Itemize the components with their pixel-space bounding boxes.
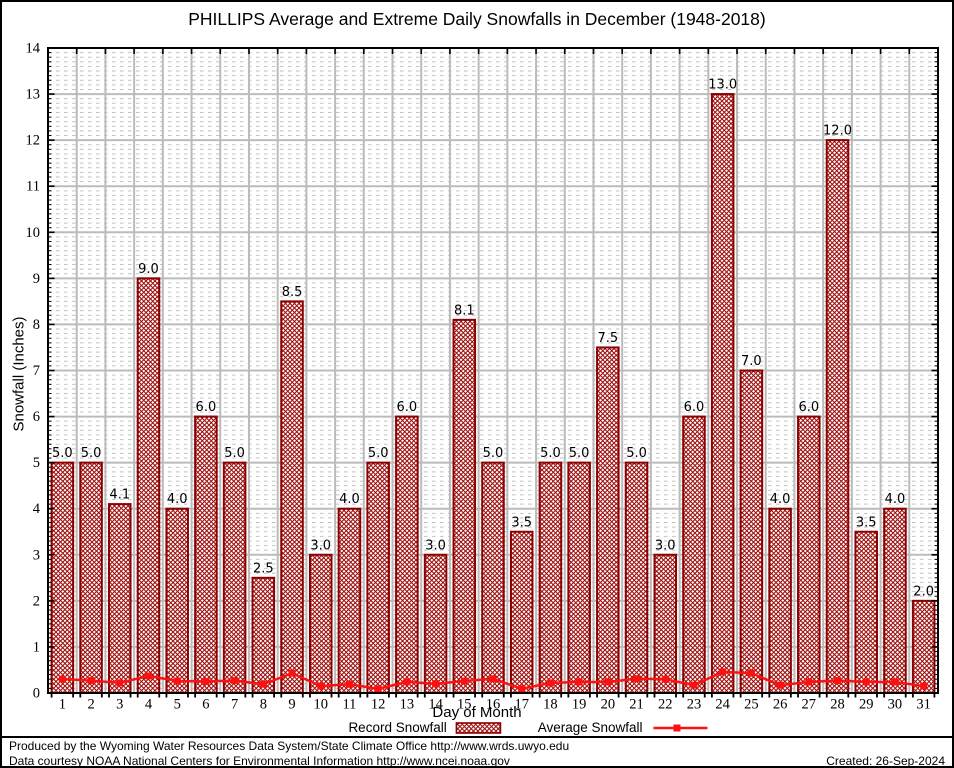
legend-average-label: Average Snowfall bbox=[537, 720, 643, 735]
svg-text:12.0: 12.0 bbox=[823, 124, 852, 139]
svg-text:5: 5 bbox=[33, 455, 40, 471]
x-axis-label: Day of Month bbox=[432, 704, 522, 721]
svg-text:6.0: 6.0 bbox=[196, 400, 217, 415]
svg-text:6.0: 6.0 bbox=[798, 400, 819, 415]
svg-text:1: 1 bbox=[59, 697, 66, 713]
svg-text:12: 12 bbox=[26, 133, 41, 149]
svg-text:9: 9 bbox=[33, 271, 40, 287]
svg-text:6: 6 bbox=[33, 409, 40, 425]
svg-text:13: 13 bbox=[400, 697, 415, 713]
svg-text:3: 3 bbox=[116, 697, 123, 713]
svg-text:4: 4 bbox=[33, 501, 41, 517]
svg-text:7: 7 bbox=[231, 697, 238, 713]
svg-text:2: 2 bbox=[87, 697, 94, 713]
svg-text:3.0: 3.0 bbox=[310, 538, 331, 553]
chart-footer: Produced by the Wyoming Water Resources … bbox=[2, 737, 952, 768]
svg-text:4.0: 4.0 bbox=[885, 492, 906, 507]
svg-text:9: 9 bbox=[288, 697, 295, 713]
svg-text:3.0: 3.0 bbox=[655, 538, 676, 553]
svg-text:8.5: 8.5 bbox=[282, 285, 303, 300]
svg-text:10: 10 bbox=[313, 697, 328, 713]
svg-text:5.0: 5.0 bbox=[52, 446, 73, 461]
svg-text:6: 6 bbox=[202, 697, 209, 713]
svg-text:15: 15 bbox=[457, 697, 472, 713]
svg-text:14: 14 bbox=[428, 697, 443, 713]
svg-text:8: 8 bbox=[260, 697, 267, 713]
footer-produced-by: Produced by the Wyoming Water Resources … bbox=[9, 739, 570, 753]
svg-text:3.0: 3.0 bbox=[425, 538, 446, 553]
svg-text:4.0: 4.0 bbox=[770, 492, 791, 507]
svg-text:4: 4 bbox=[145, 697, 153, 713]
svg-text:10: 10 bbox=[26, 225, 41, 241]
svg-text:19: 19 bbox=[572, 697, 587, 713]
svg-text:8: 8 bbox=[33, 317, 40, 333]
svg-text:17: 17 bbox=[514, 697, 529, 713]
svg-text:9.0: 9.0 bbox=[138, 262, 159, 277]
svg-text:5.0: 5.0 bbox=[569, 446, 590, 461]
svg-text:30: 30 bbox=[888, 697, 903, 713]
svg-text:3.5: 3.5 bbox=[856, 515, 877, 530]
svg-text:0: 0 bbox=[33, 686, 40, 702]
svg-text:16: 16 bbox=[486, 697, 501, 713]
svg-text:31: 31 bbox=[916, 697, 931, 713]
svg-text:5.0: 5.0 bbox=[483, 446, 504, 461]
svg-text:23: 23 bbox=[687, 697, 702, 713]
chart-region: PHILLIPS Average and Extreme Daily Snowf… bbox=[2, 2, 952, 738]
chart-title: PHILLIPS Average and Extreme Daily Snowf… bbox=[188, 9, 766, 29]
svg-text:18: 18 bbox=[543, 697, 558, 713]
svg-text:5.0: 5.0 bbox=[81, 446, 102, 461]
svg-text:13.0: 13.0 bbox=[708, 78, 737, 93]
average-snowfall-swatch-icon bbox=[653, 724, 708, 731]
svg-text:2: 2 bbox=[33, 593, 40, 609]
svg-text:22: 22 bbox=[658, 697, 673, 713]
svg-text:11: 11 bbox=[26, 179, 40, 195]
svg-text:7: 7 bbox=[33, 363, 40, 379]
svg-text:1: 1 bbox=[33, 639, 40, 655]
svg-text:29: 29 bbox=[859, 697, 874, 713]
svg-text:2.5: 2.5 bbox=[253, 561, 274, 576]
footer-data-courtesy: Data courtesy NOAA National Centers for … bbox=[9, 753, 510, 768]
chart-legend: Record Snowfall Average Snowfall bbox=[348, 720, 709, 735]
svg-text:3: 3 bbox=[33, 547, 40, 563]
svg-text:11: 11 bbox=[342, 697, 356, 713]
legend-record-label: Record Snowfall bbox=[348, 720, 447, 735]
svg-text:14: 14 bbox=[26, 41, 41, 57]
svg-text:4.1: 4.1 bbox=[109, 488, 130, 503]
svg-text:13: 13 bbox=[26, 87, 41, 103]
svg-text:5.0: 5.0 bbox=[368, 446, 389, 461]
record-snowfall-swatch-icon bbox=[455, 721, 502, 734]
svg-text:24: 24 bbox=[715, 697, 730, 713]
svg-text:6.0: 6.0 bbox=[397, 400, 418, 415]
svg-text:4.0: 4.0 bbox=[339, 492, 360, 507]
svg-text:2.0: 2.0 bbox=[913, 584, 934, 599]
snowfall-plot-area: 5.0 5.0 4.1 9.0 4.0 6.0 5.0 2.5 8.5 3.0 4.0 5.0 6.0 3… bbox=[26, 41, 939, 713]
svg-text:25: 25 bbox=[744, 697, 759, 713]
svg-text:12: 12 bbox=[371, 697, 386, 713]
svg-text:5.0: 5.0 bbox=[626, 446, 647, 461]
svg-text:28: 28 bbox=[830, 697, 845, 713]
svg-text:5: 5 bbox=[174, 697, 181, 713]
svg-text:5.0: 5.0 bbox=[540, 446, 561, 461]
svg-text:4.0: 4.0 bbox=[167, 492, 188, 507]
svg-text:21: 21 bbox=[629, 697, 644, 713]
svg-text:7.0: 7.0 bbox=[741, 354, 762, 369]
svg-text:8.1: 8.1 bbox=[454, 303, 475, 318]
footer-created-date: Created: 26-Sep-2024 bbox=[826, 753, 945, 768]
svg-text:26: 26 bbox=[773, 697, 788, 713]
svg-text:5.0: 5.0 bbox=[224, 446, 245, 461]
svg-text:27: 27 bbox=[802, 697, 817, 713]
svg-text:6.0: 6.0 bbox=[684, 400, 705, 415]
svg-text:20: 20 bbox=[601, 697, 616, 713]
svg-text:7.5: 7.5 bbox=[597, 331, 618, 346]
svg-text:3.5: 3.5 bbox=[511, 515, 532, 530]
